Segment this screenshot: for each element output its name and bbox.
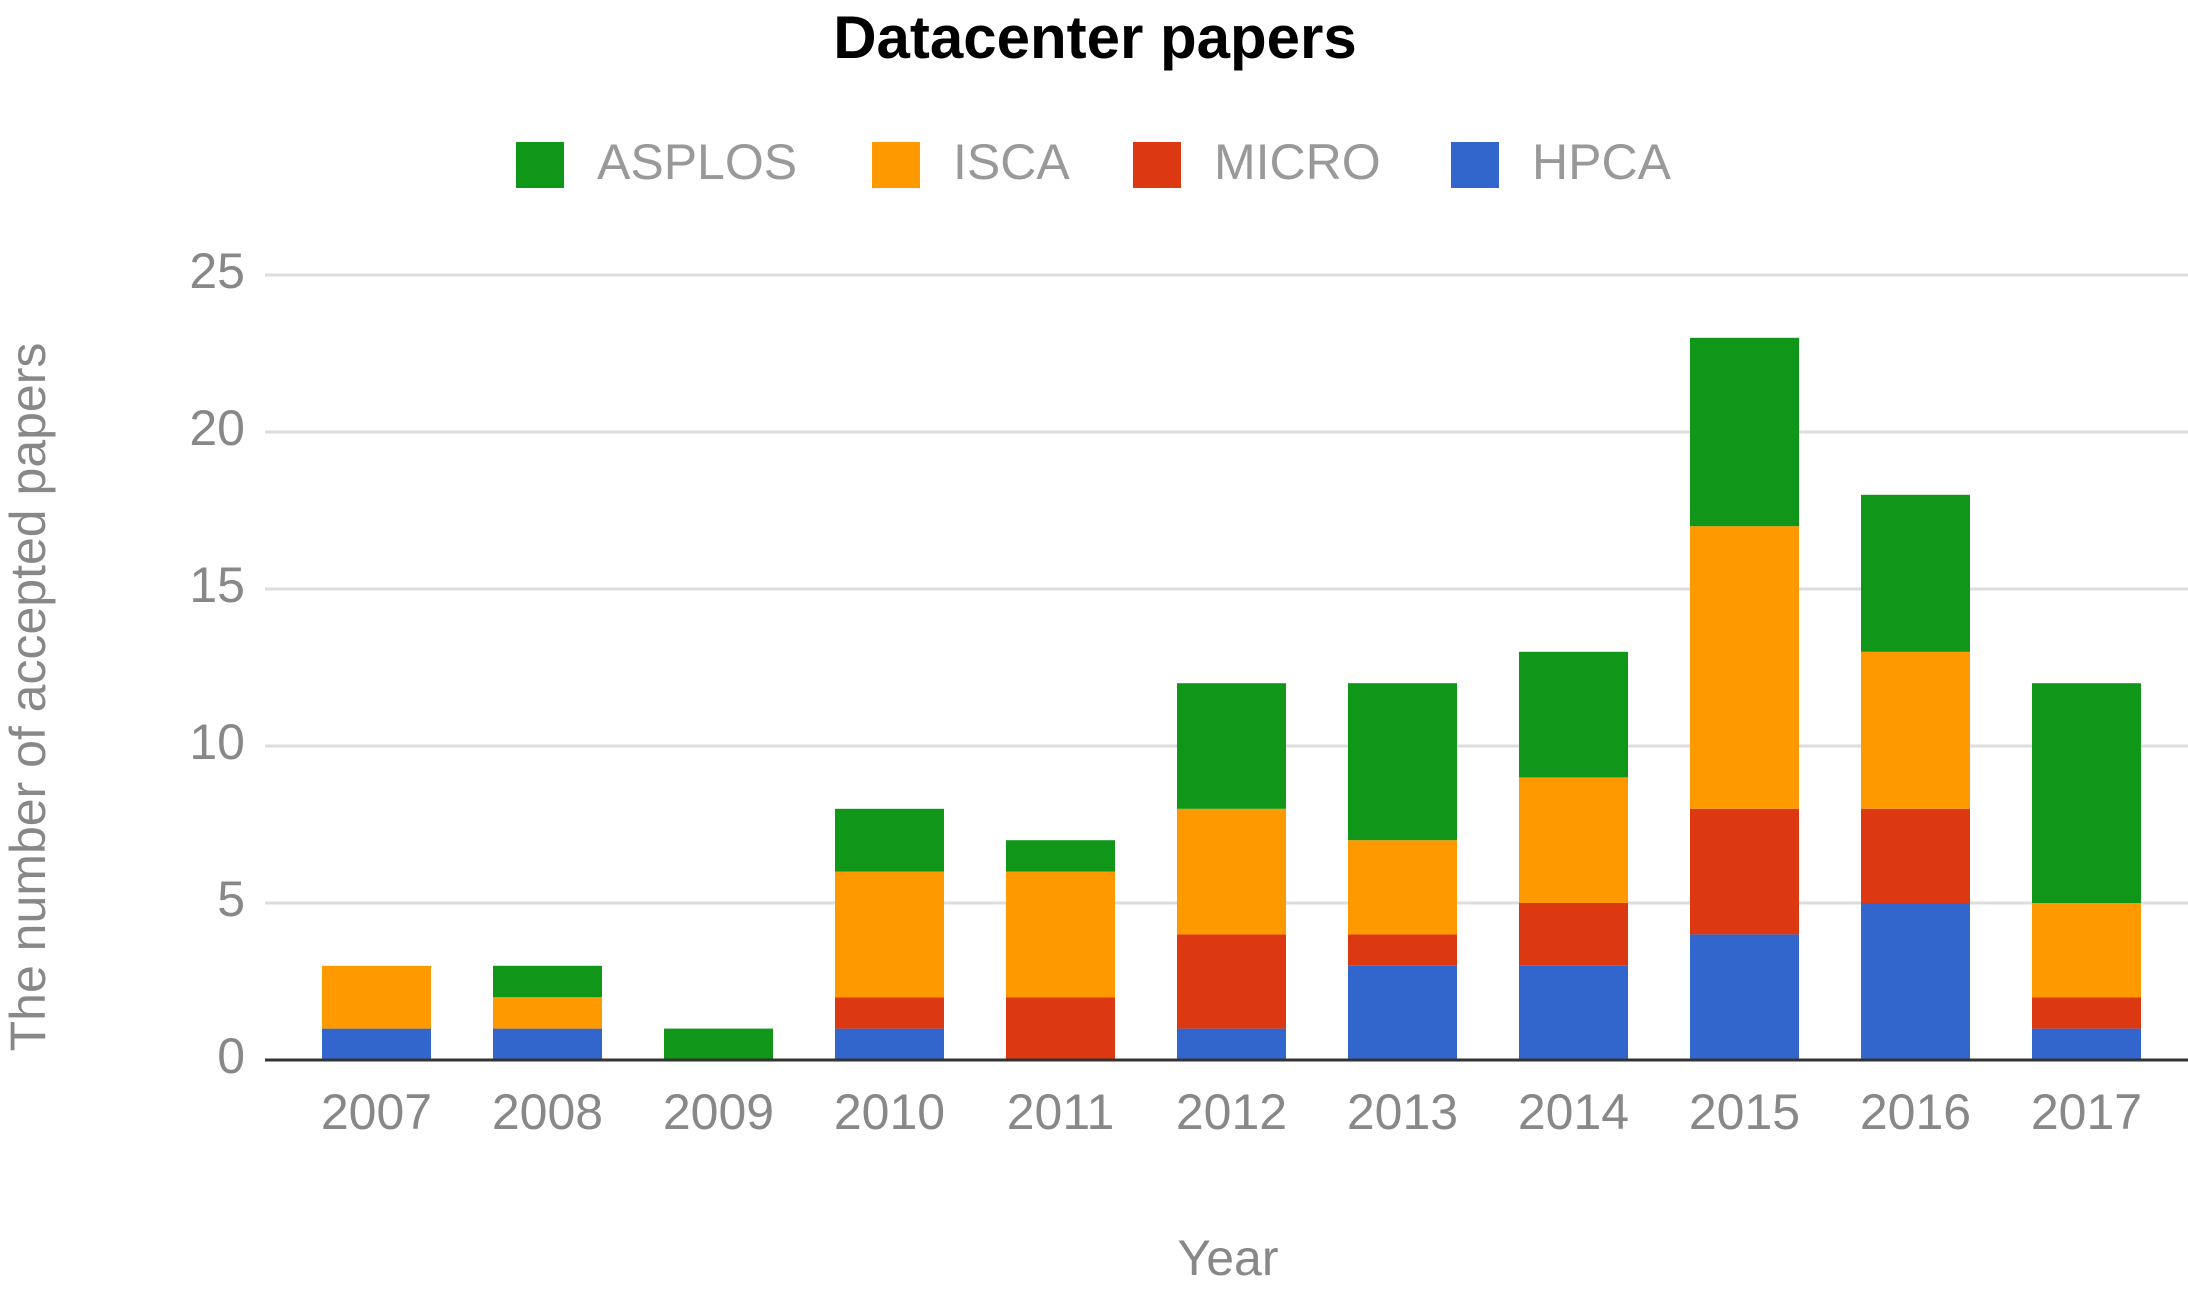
bar-segment <box>1348 683 1457 841</box>
x-tick-label: 2012 <box>1176 1084 1287 1140</box>
bar-segment <box>1177 1028 1286 1060</box>
bar-segment <box>1348 934 1457 966</box>
bar-segment <box>1861 903 1970 1060</box>
legend-swatch <box>1451 142 1499 188</box>
y-tick-label: 0 <box>217 1028 245 1084</box>
y-tick-label: 25 <box>189 243 245 299</box>
x-tick-label: 2017 <box>2031 1084 2142 1140</box>
legend-swatch <box>516 142 564 188</box>
bar-segment <box>493 1028 602 1060</box>
bar-segment <box>1690 526 1799 809</box>
bar-segment <box>1690 808 1799 935</box>
y-tick-label: 15 <box>189 557 245 613</box>
bar-segment <box>1348 840 1457 935</box>
x-tick-label: 2008 <box>492 1084 603 1140</box>
bar-segment <box>1177 934 1286 1029</box>
y-tick-label: 10 <box>189 714 245 770</box>
y-tick-label: 5 <box>217 871 245 927</box>
bar-segment <box>2032 1028 2141 1060</box>
legend-text: MICRO <box>1214 134 1381 190</box>
bar-segment <box>835 808 944 872</box>
x-tick-label: 2009 <box>663 1084 774 1140</box>
bar-segment <box>1861 808 1970 903</box>
x-tick-label: 2011 <box>1007 1084 1115 1140</box>
x-tick-label: 2016 <box>1860 1084 1971 1140</box>
bar-segment <box>322 965 431 1029</box>
legend-text: ISCA <box>953 134 1070 190</box>
bar-segment <box>1348 965 1457 1060</box>
bar-segment <box>2032 997 2141 1029</box>
x-axis-label: Year <box>1177 1230 1278 1286</box>
bar-segment <box>1690 934 1799 1060</box>
bar-segment <box>1177 808 1286 935</box>
bar-segment <box>1519 965 1628 1060</box>
legend-text: ASPLOS <box>597 134 797 190</box>
legend-text: HPCA <box>1532 134 1672 190</box>
bar-segment <box>1177 683 1286 809</box>
bar-segment <box>664 1028 773 1060</box>
bar-segment <box>1519 777 1628 903</box>
bar-segment <box>2032 903 2141 998</box>
bar-segment <box>1690 337 1799 527</box>
bar-segment <box>1519 651 1628 778</box>
bar-segment <box>1861 651 1970 809</box>
bar-segment <box>493 965 602 998</box>
x-tick-label: 2015 <box>1689 1084 1800 1140</box>
bar-segment <box>835 871 944 998</box>
x-tick-label: 2013 <box>1347 1084 1458 1140</box>
legend-swatch <box>1133 142 1181 188</box>
bar-segment <box>493 997 602 1029</box>
bar-segment <box>1006 997 1115 1060</box>
x-tick-label: 2010 <box>834 1084 945 1140</box>
y-axis-label: The number of accepted papers <box>0 343 56 1052</box>
chart-title: Datacenter papers <box>833 4 1357 71</box>
bar-segment <box>2032 683 2141 903</box>
bar-segment <box>835 997 944 1029</box>
bar-segment <box>322 1028 431 1060</box>
x-tick-label: 2014 <box>1518 1084 1629 1140</box>
bar-segment <box>835 1028 944 1060</box>
bar-segment <box>1519 903 1628 966</box>
y-tick-label: 20 <box>189 400 245 456</box>
bar-segment <box>1006 840 1115 872</box>
legend-swatch <box>872 142 920 188</box>
x-tick-label: 2007 <box>321 1084 432 1140</box>
bar-segment <box>1861 494 1970 652</box>
bar-segment <box>1006 871 1115 998</box>
